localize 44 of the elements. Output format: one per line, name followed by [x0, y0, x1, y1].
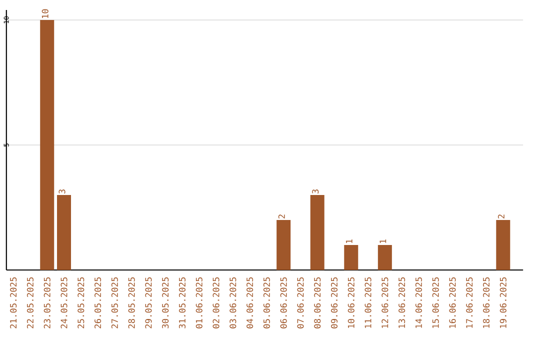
x-tick-label: 11.06.2025: [364, 277, 372, 328]
bar: [344, 245, 358, 270]
x-tick-label: 23.05.2025: [44, 277, 50, 328]
bar: [276, 220, 291, 270]
data-label: 3: [58, 190, 66, 194]
x-tick-label: 09.06.2025: [330, 277, 338, 328]
bar: [310, 195, 324, 270]
x-tick-label: 29.05.2025: [145, 277, 152, 328]
data-label: 2: [278, 214, 285, 218]
bar: [40, 20, 54, 270]
x-tick-label: 13.06.2025: [398, 277, 406, 328]
x-tick-label: 26.05.2025: [94, 277, 102, 328]
x-tick-label: 19.06.2025: [500, 277, 506, 328]
x-tick-label: 02.06.2025: [212, 277, 220, 328]
x-tick-label: 17.06.2025: [466, 277, 473, 328]
data-label: 3: [312, 190, 319, 194]
x-tick-label: 03.06.2025: [230, 277, 236, 328]
x-tick-label: 01.06.2025: [196, 277, 202, 328]
data-label: 1: [346, 239, 352, 244]
x-tick-label: 27.05.2025: [111, 277, 118, 328]
x-tick-label: 12.06.2025: [382, 277, 388, 328]
x-tick-label: 15.06.2025: [432, 277, 439, 328]
x-tick-label: 24.05.2025: [60, 277, 68, 328]
x-tick-label: 18.06.2025: [482, 277, 490, 328]
x-tick-label: 25.05.2025: [78, 277, 84, 328]
x-tick-label: 07.06.2025: [297, 277, 304, 328]
data-label: 10: [42, 9, 48, 18]
x-tick-label: 22.05.2025: [26, 277, 34, 328]
bar: [496, 220, 510, 270]
x-tick-label: 05.06.2025: [263, 277, 270, 328]
data-label: 1: [380, 239, 386, 244]
x-tick-label: 30.05.2025: [162, 277, 169, 328]
bar: [378, 245, 392, 270]
x-tick-label: 31.05.2025: [178, 277, 186, 328]
x-tick-label: 10.06.2025: [348, 277, 354, 328]
x-tick-label: 08.06.2025: [314, 277, 321, 328]
x-tick-label: 28.05.2025: [128, 277, 135, 328]
x-tick-label: 04.06.2025: [246, 277, 254, 328]
x-tick-label: 14.06.2025: [415, 277, 422, 328]
x-tick-label: 16.06.2025: [449, 277, 456, 328]
bar: [57, 195, 72, 270]
x-tick-label: 06.06.2025: [280, 277, 287, 328]
data-label: 2: [498, 214, 504, 218]
x-tick-label: 21.05.2025: [10, 277, 17, 328]
